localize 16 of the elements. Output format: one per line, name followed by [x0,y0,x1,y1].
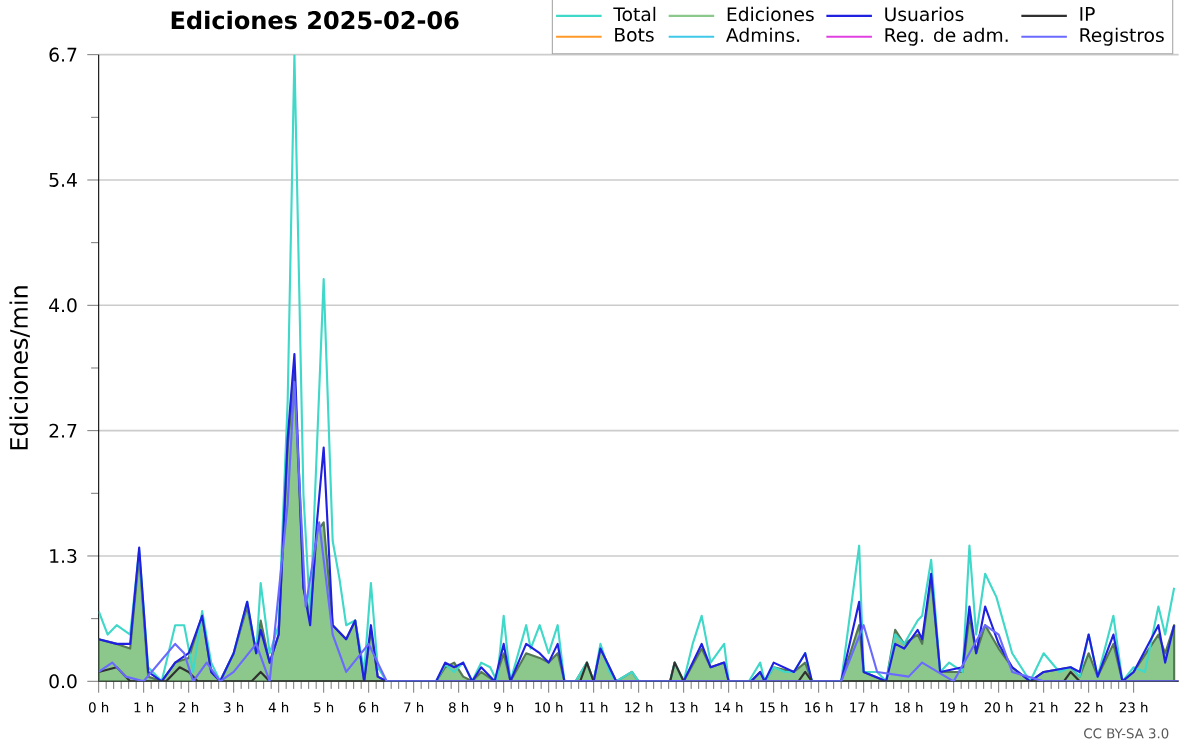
legend-label: Ediciones [727,6,814,22]
legend-label: Usuarios [885,6,964,22]
legend-label: Registros [1080,27,1164,46]
y-tick-label: 1.3 [50,548,77,564]
chart-title: Ediciones 2025-02-06 [171,10,459,30]
y-tick-label: 2.7 [49,423,77,438]
y-axis-title: Ediciones/min [9,286,30,450]
y-tick-label: 0.0 [49,674,77,689]
legend-label: IP [1080,7,1095,21]
y-tick-label: 5.4 [49,173,77,187]
y-tick-label: 6.7 [49,47,77,62]
legend-label: Admins. [726,27,800,43]
legend-label: Bots [615,27,654,42]
legend-label: Reg. de adm. [885,27,1008,46]
legend-label: Total [613,6,656,22]
y-tick-label: 4.0 [49,298,77,313]
